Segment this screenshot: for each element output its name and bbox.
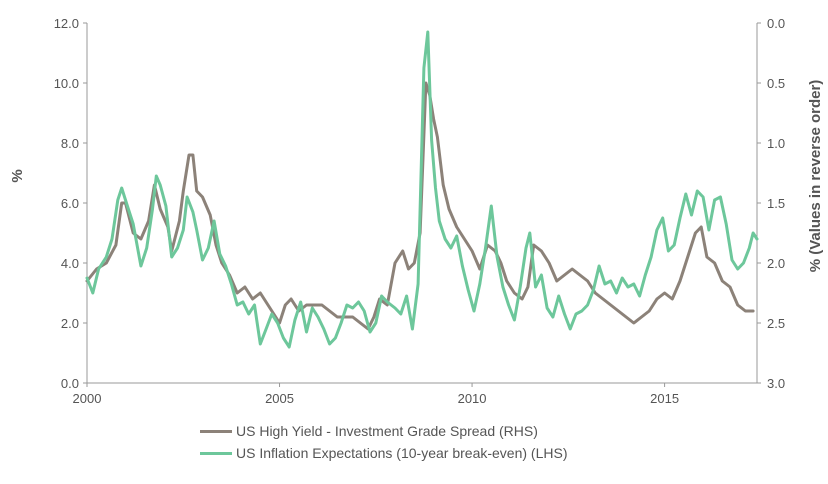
right-tick-label: 2.5 (767, 316, 785, 331)
legend-item-spread: US High Yield - Investment Grade Spread … (200, 420, 567, 442)
right-tick-label: 0.5 (767, 76, 785, 91)
x-tick-label: 2000 (73, 391, 102, 406)
x-axis-ticks: 2000 2005 2010 2015 (73, 383, 679, 406)
series-line-inflation (85, 30, 759, 349)
left-tick-label: 0.0 (61, 376, 79, 391)
right-tick-label: 1.0 (767, 136, 785, 151)
x-tick-label: 2015 (650, 391, 679, 406)
line-chart: 0.0 2.0 4.0 6.0 8.0 10.0 12.0 0.0 0.5 1.0 1.5 2.0 2… (9, 16, 824, 406)
right-tick-label: 1.5 (767, 196, 785, 211)
left-tick-label: 10.0 (54, 76, 79, 91)
left-axis-title: % (9, 169, 26, 182)
right-axis-title: % (Values in reverse order) (807, 80, 824, 273)
left-tick-label: 4.0 (61, 256, 79, 271)
left-tick-label: 2.0 (61, 316, 79, 331)
legend: US High Yield - Investment Grade Spread … (200, 420, 567, 464)
right-tick-label: 0.0 (767, 16, 785, 31)
right-tick-label: 2.0 (767, 256, 785, 271)
legend-item-inflation: US Inflation Expectations (10-year break… (200, 442, 567, 464)
left-tick-label: 8.0 (61, 136, 79, 151)
right-tick-label: 3.0 (767, 376, 785, 391)
left-tick-label: 12.0 (54, 16, 79, 31)
legend-swatch-spread (200, 429, 232, 433)
right-axis-ticks: 0.0 0.5 1.0 1.5 2.0 2.5 3.0 (757, 16, 785, 391)
legend-label-spread: US High Yield - Investment Grade Spread … (236, 423, 538, 439)
left-axis-ticks: 0.0 2.0 4.0 6.0 8.0 10.0 12.0 (54, 16, 87, 391)
series-line-spread (85, 81, 755, 331)
left-tick-label: 6.0 (61, 196, 79, 211)
series-layer (85, 30, 759, 349)
legend-label-inflation: US Inflation Expectations (10-year break… (236, 445, 568, 461)
x-tick-label: 2005 (265, 391, 294, 406)
legend-swatch-inflation (200, 451, 232, 455)
x-tick-label: 2010 (458, 391, 487, 406)
